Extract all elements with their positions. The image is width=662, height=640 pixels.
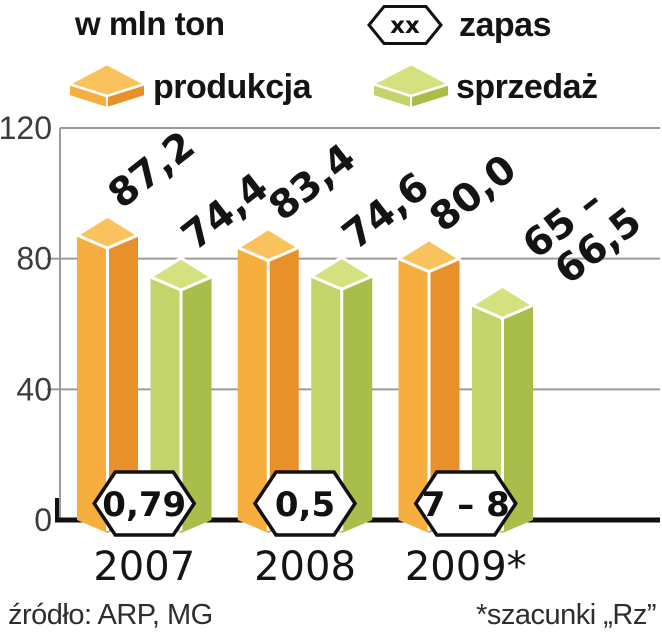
bar-sprzedaz-2007-left-face xyxy=(150,276,181,533)
legend-label-produkcja: produkcja xyxy=(153,68,311,106)
bar-sprzedaz-2008-right-face xyxy=(341,276,373,533)
bar-produkcja-2008-right-face xyxy=(268,247,299,533)
cube-top-face xyxy=(67,62,147,98)
legend-label-sprzedaz: sprzedaż xyxy=(456,68,598,106)
zapas-badge-2007 xyxy=(92,470,197,537)
cube-top-face xyxy=(371,62,451,98)
zapas-badge-label-2009: 7 – 8 xyxy=(422,485,510,525)
value-label-produkcja-2007: 87,2 xyxy=(100,123,204,218)
zapas-badge-2009 xyxy=(413,470,518,537)
bar-sprzedaz-2008-top-face xyxy=(309,255,374,291)
zapas-badge-2008 xyxy=(252,470,358,537)
bar-produkcja-2007-top-face xyxy=(75,214,140,250)
estimate-note-text: *szacunki „Rz” xyxy=(476,599,656,631)
zapas-hexagon-icon: xx xyxy=(367,5,443,45)
bar-sprzedaz-2007-right-face xyxy=(181,276,212,533)
bar-produkcja-2009-top-face xyxy=(397,238,461,274)
bar-sprzedaz-2009-top-face xyxy=(470,284,535,320)
zapas-symbol-text: xx xyxy=(390,13,420,39)
y-tick-label-40: 40 xyxy=(16,371,52,407)
category-label-2008: 2008 xyxy=(254,544,356,590)
value-label-produkcja-2009: 80,0 xyxy=(422,146,526,241)
bar-produkcja-2008-top-face xyxy=(236,227,301,263)
sprzedaz-cube-icon xyxy=(371,62,451,109)
y-tick-label-120: 120 xyxy=(0,110,52,146)
source-text: źródło: ARP, MG xyxy=(8,599,213,631)
bar-sprzedaz-2009-right-face xyxy=(502,305,533,533)
zapas-hexagon-shape xyxy=(367,5,443,45)
bar-produkcja-2009-left-face xyxy=(398,258,429,533)
bar-produkcja-2008-left-face xyxy=(237,247,269,533)
zapas-badge-label-2007: 0,79 xyxy=(102,485,186,525)
bar-produkcja-2007-left-face xyxy=(77,235,108,533)
legend-label-zapas: zapas xyxy=(459,6,552,44)
y-tick-label-0: 0 xyxy=(34,502,52,538)
produkcja-cube-icon xyxy=(67,62,147,109)
y-tick-label-80: 80 xyxy=(16,241,52,277)
category-label-2007: 2007 xyxy=(93,544,195,590)
zapas-badge-label-2008: 0,5 xyxy=(275,485,335,525)
category-label-2009: 2009* xyxy=(405,544,527,590)
bar-produkcja-2009-right-face xyxy=(429,258,460,533)
value-label-sprzedaz-2009: 65 –66,5 xyxy=(515,167,651,299)
bar-sprzedaz-2007-top-face xyxy=(149,256,213,292)
bar-produkcja-2007-right-face xyxy=(107,235,138,533)
bar-sprzedaz-2008-left-face xyxy=(311,276,342,533)
chart-title: w mln ton xyxy=(75,5,225,42)
